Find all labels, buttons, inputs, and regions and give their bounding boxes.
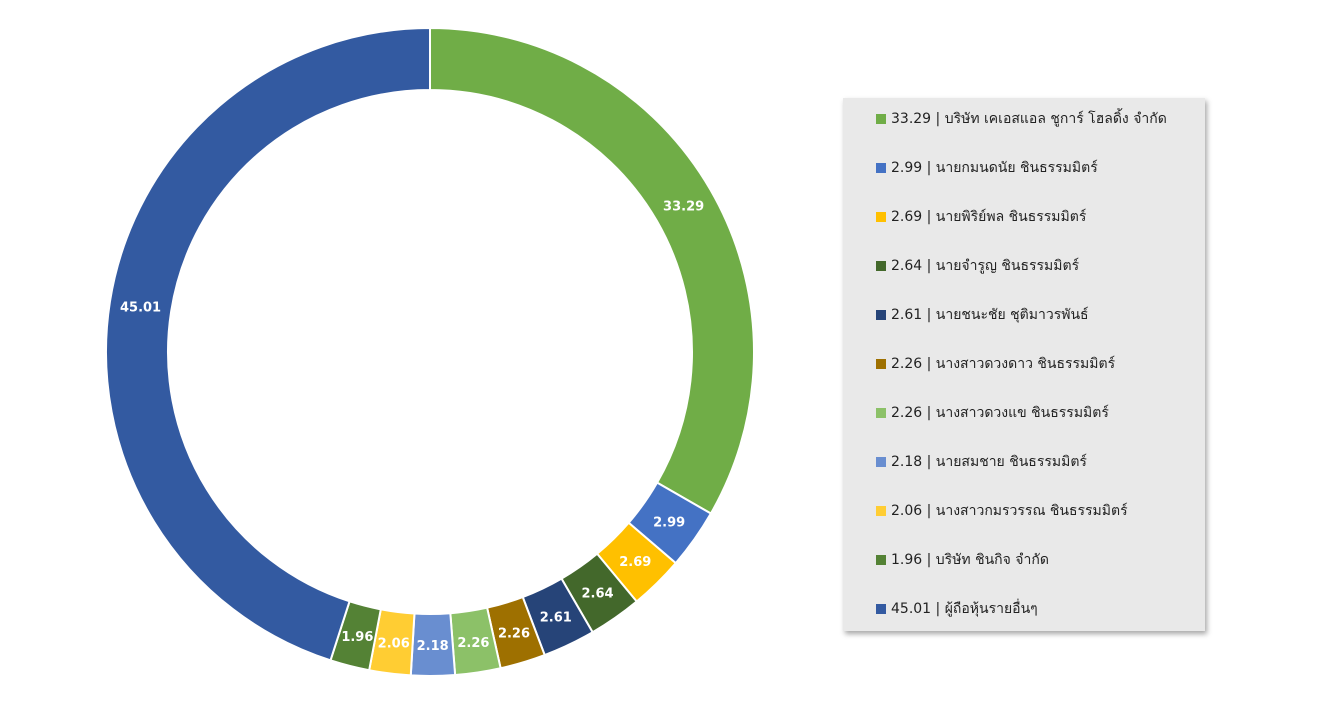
legend-swatch-1	[876, 163, 886, 173]
legend-item-5: 2.26 | นางสาวดวงดาว ชินธรรมมิตร์	[843, 354, 1205, 403]
legend-item-6: 2.26 | นางสาวดวงแข ชินธรรมมิตร์	[843, 403, 1205, 452]
slice-data-label-1: 2.99	[653, 515, 685, 530]
legend-label-0: 33.29 | บริษัท เคเอสแอล ชูการ์ โฮลดิ้ง จ…	[891, 111, 1167, 127]
legend-swatch-8	[876, 506, 886, 516]
legend-item-7: 2.18 | นายสมชาย ชินธรรมมิตร์	[843, 452, 1205, 501]
legend-swatch-10	[876, 604, 886, 614]
legend-swatch-0	[876, 114, 886, 124]
slices-group	[105, 26, 755, 677]
slice-data-label-10: 45.01	[120, 300, 161, 315]
legend-item-1: 2.99 | นายกมนดนัย ชินธรรมมิตร์	[843, 158, 1205, 207]
legend-label-8: 2.06 | นางสาวกมรวรรณ ชินธรรมมิตร์	[891, 503, 1128, 519]
slice-data-label-4: 2.61	[540, 611, 572, 626]
donut-slice-10	[105, 26, 431, 662]
legend-swatch-6	[876, 408, 886, 418]
legend-item-3: 2.64 | นายจำรูญ ชินธรรมมิตร์	[843, 256, 1205, 305]
slice-data-label-0: 33.29	[663, 199, 704, 214]
legend-label-7: 2.18 | นายสมชาย ชินธรรมมิตร์	[891, 454, 1087, 470]
legend: 33.29 | บริษัท เคเอสแอล ชูการ์ โฮลดิ้ง จ…	[843, 98, 1205, 631]
slice-data-label-7: 2.18	[417, 639, 449, 654]
slice-data-label-5: 2.26	[498, 627, 530, 642]
legend-item-0: 33.29 | บริษัท เคเอสแอล ชูการ์ โฮลดิ้ง จ…	[843, 109, 1205, 158]
legend-item-9: 1.96 | บริษัท ชินกิจ จำกัด	[843, 550, 1205, 599]
legend-label-6: 2.26 | นางสาวดวงแข ชินธรรมมิตร์	[891, 405, 1109, 421]
legend-swatch-5	[876, 359, 886, 369]
legend-item-8: 2.06 | นางสาวกมรวรรณ ชินธรรมมิตร์	[843, 501, 1205, 550]
slice-data-label-3: 2.64	[582, 586, 614, 601]
legend-item-2: 2.69 | นายพิริย์พล ชินธรรมมิตร์	[843, 207, 1205, 256]
slice-data-label-2: 2.69	[619, 555, 651, 570]
legend-label-5: 2.26 | นางสาวดวงดาว ชินธรรมมิตร์	[891, 356, 1116, 372]
slice-data-label-8: 2.06	[378, 637, 410, 652]
legend-label-4: 2.61 | นายชนะชัย ชุติมาวรพันธ์	[891, 307, 1089, 323]
slice-data-label-9: 1.96	[341, 630, 373, 645]
legend-swatch-9	[876, 555, 886, 565]
legend-label-2: 2.69 | นายพิริย์พล ชินธรรมมิตร์	[891, 209, 1087, 225]
legend-label-10: 45.01 | ผู้ถือหุ้นรายอื่นๆ	[891, 601, 1038, 617]
legend-item-4: 2.61 | นายชนะชัย ชุติมาวรพันธ์	[843, 305, 1205, 354]
legend-swatch-3	[876, 261, 886, 271]
legend-swatch-4	[876, 310, 886, 320]
legend-label-9: 1.96 | บริษัท ชินกิจ จำกัด	[891, 552, 1049, 568]
legend-swatch-7	[876, 457, 886, 467]
labels-group: 33.29 2.99 2.69 2.64 2.61 2.26 2.26 2.18 2.06 1.9…	[120, 199, 704, 654]
legend-label-3: 2.64 | นายจำรูญ ชินธรรมมิตร์	[891, 258, 1080, 274]
legend-swatch-2	[876, 212, 886, 222]
legend-item-10: 45.01 | ผู้ถือหุ้นรายอื่นๆ	[843, 599, 1205, 648]
slice-data-label-6: 2.26	[457, 636, 489, 651]
legend-label-1: 2.99 | นายกมนดนัย ชินธรรมมิตร์	[891, 160, 1098, 176]
donut-slice-0	[429, 26, 755, 515]
